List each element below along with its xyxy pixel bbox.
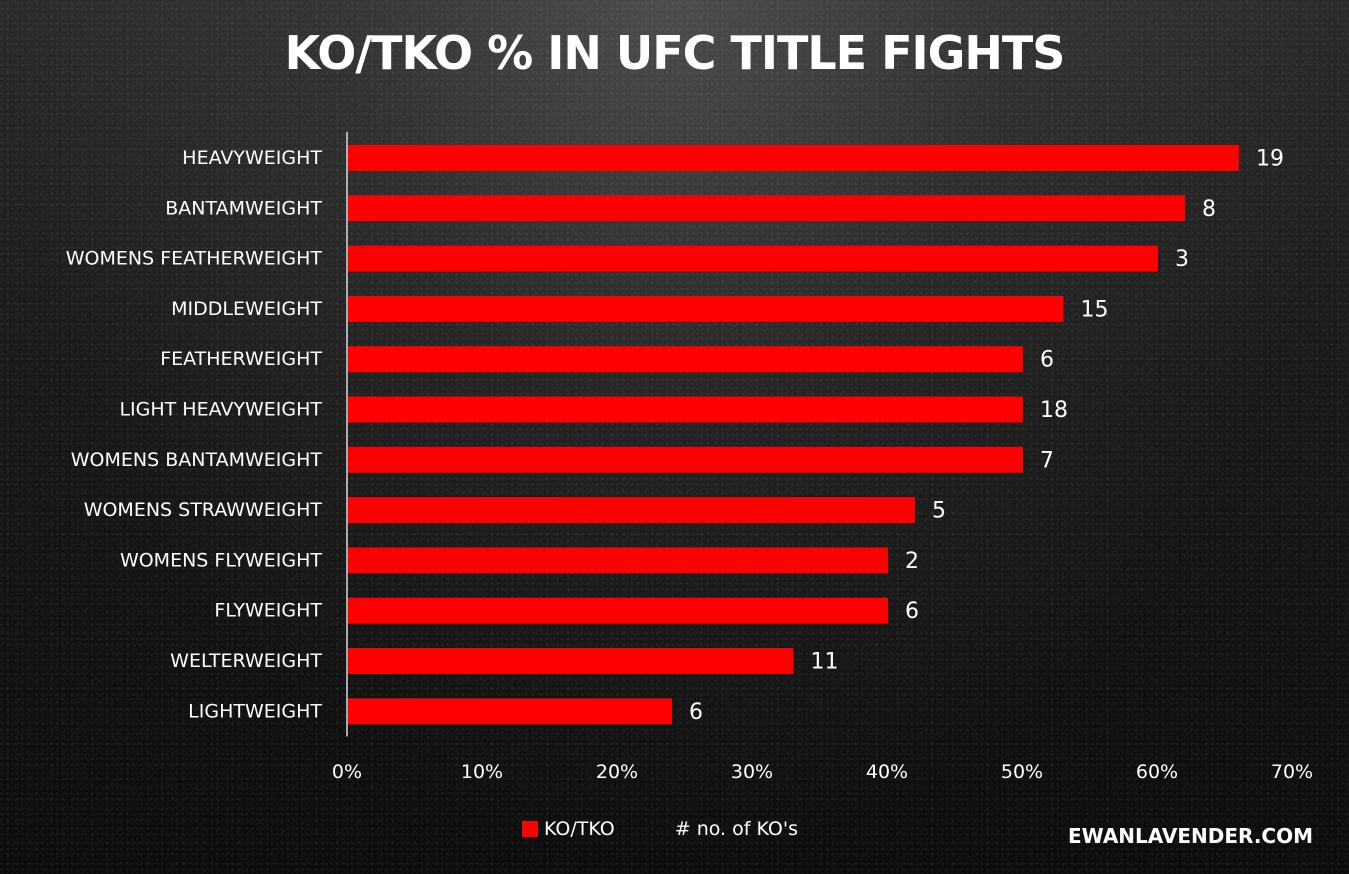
category-label: WOMENS BANTAMWEIGHT — [71, 449, 323, 471]
data-label: 7 — [1040, 448, 1054, 473]
data-label: 6 — [689, 700, 703, 725]
data-label: 18 — [1040, 398, 1068, 423]
x-tick-label: 40% — [866, 761, 908, 783]
x-tick-label: 20% — [596, 761, 638, 783]
bar — [348, 698, 672, 725]
bar — [348, 547, 888, 574]
bar — [348, 446, 1023, 473]
data-label: 6 — [1040, 348, 1054, 373]
bar — [348, 195, 1185, 222]
x-tick-labels-group: 0% 10% 20% 30% 40% 50% 60% 70% — [332, 761, 1313, 783]
legend: KO/TKO # no. of KO's — [522, 818, 798, 840]
category-label: HEAVYWEIGHT — [182, 147, 322, 169]
category-label: WOMENS FEATHERWEIGHT — [66, 248, 323, 270]
data-label: 11 — [811, 650, 839, 675]
x-tick-label: 10% — [461, 761, 503, 783]
category-labels-group: HEAVYWEIGHT BANTAMWEIGHT WOMENS FEATHERWEI… — [66, 147, 323, 722]
data-labels-group: 19 83 15 6 18 7 52 6 11 6 — [689, 147, 1284, 725]
x-tick-label: 50% — [1001, 761, 1043, 783]
category-label: LIGHTWEIGHT — [188, 700, 322, 722]
x-tick-label: 60% — [1136, 761, 1178, 783]
legend-swatch-ko-tko — [522, 821, 538, 837]
chart-title: KO/TKO % IN UFC TITLE FIGHTS — [284, 26, 1066, 80]
category-label: WOMENS FLYWEIGHT — [120, 549, 322, 571]
x-tick-label: 70% — [1271, 761, 1313, 783]
data-label: 2 — [905, 549, 919, 574]
data-label: 6 — [905, 599, 919, 624]
category-label: FLYWEIGHT — [214, 600, 322, 622]
bar — [348, 497, 915, 524]
data-label: 15 — [1081, 297, 1109, 322]
x-tick-label: 0% — [332, 761, 362, 783]
bar — [348, 597, 888, 624]
data-label: 19 — [1256, 147, 1284, 172]
x-tick-label: 30% — [731, 761, 773, 783]
data-label: 5 — [932, 499, 946, 524]
legend-label-no-of-kos: # no. of KO's — [674, 818, 798, 840]
bar — [348, 295, 1064, 322]
bar — [348, 648, 794, 674]
category-label: LIGHT HEAVYWEIGHT — [119, 399, 322, 421]
bar — [348, 145, 1239, 171]
category-label: WELTERWEIGHT — [170, 650, 322, 672]
category-label: FEATHERWEIGHT — [160, 348, 322, 370]
category-label: BANTAMWEIGHT — [165, 197, 322, 219]
bar — [348, 346, 1023, 373]
legend-label-ko-tko: KO/TKO — [544, 818, 615, 840]
data-label: 8 — [1202, 197, 1216, 222]
watermark: EWANLAVENDER.COM — [1068, 824, 1313, 848]
bar — [348, 396, 1023, 423]
bar — [348, 245, 1158, 272]
data-label: 3 — [1175, 247, 1189, 272]
bars-group — [348, 145, 1239, 725]
category-label: WOMENS STRAWWEIGHT — [84, 499, 323, 521]
category-label: MIDDLEWEIGHT — [171, 298, 322, 320]
